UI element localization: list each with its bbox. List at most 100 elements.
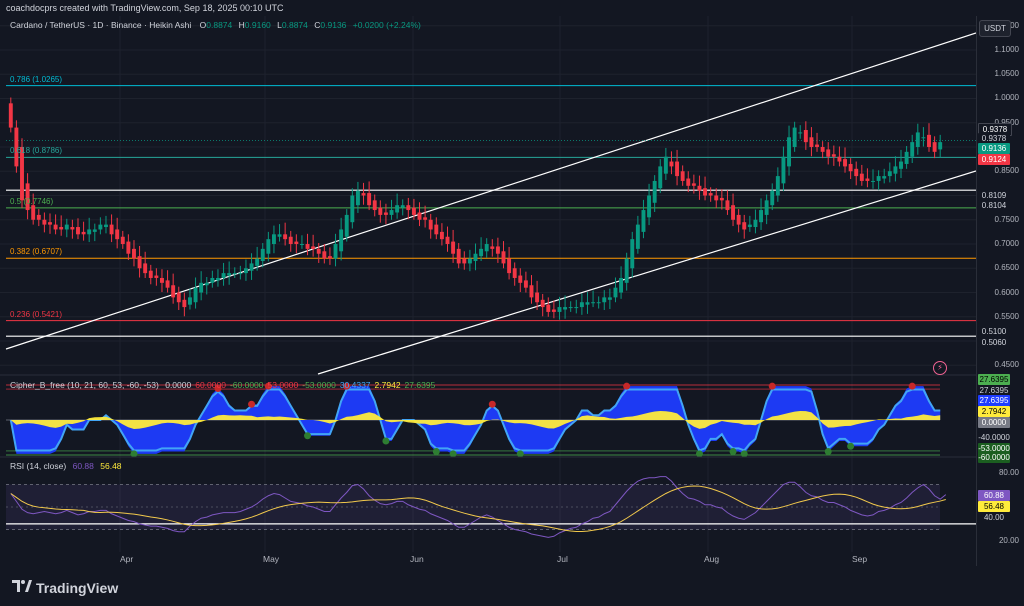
candle-body — [59, 227, 64, 230]
time-label: Sep — [852, 554, 868, 564]
symbol-legend[interactable]: Cardano / TetherUS · 1D · Binance · Heik… — [10, 19, 421, 31]
candle-body — [831, 154, 836, 157]
candle-body — [820, 146, 825, 152]
candle-body — [635, 224, 640, 249]
candle-body — [31, 205, 36, 220]
candle-body — [781, 156, 786, 184]
candle-body — [462, 258, 467, 264]
candle-body — [680, 171, 685, 181]
candle-body — [48, 222, 52, 225]
cipher-sell-dot — [488, 400, 496, 408]
candle-body — [355, 190, 360, 206]
candle-body — [775, 176, 780, 196]
price-tick: 0.6500 — [994, 263, 1019, 273]
candle-body — [120, 236, 125, 245]
chart-canvas[interactable] — [0, 16, 976, 568]
candle-body — [798, 132, 803, 134]
candle-body — [484, 244, 489, 252]
candle-body — [182, 299, 187, 308]
time-axis[interactable]: Apr May Jun Jul Aug Sep — [0, 552, 976, 566]
candle-body — [20, 146, 24, 201]
candle-body — [305, 244, 310, 249]
rsi-pane — [6, 476, 976, 538]
cipher-tag: -60.0000 — [978, 452, 1010, 463]
cipher-buy-dot — [449, 450, 457, 458]
candle-body — [479, 248, 484, 257]
price-pane — [0, 16, 976, 552]
cipher-value: 27.6395 — [404, 380, 436, 390]
candle-body — [887, 171, 892, 177]
cipher-sell-dot — [343, 382, 351, 390]
candle-body — [160, 277, 164, 283]
rsi-tag: 56.48 — [978, 501, 1010, 512]
cipher-value: 60.0000 — [195, 380, 226, 390]
candle-body — [518, 275, 523, 283]
candle-body — [602, 297, 607, 303]
candle-body — [439, 231, 444, 240]
cipher-buy-dot — [729, 448, 737, 455]
candle-body — [333, 244, 338, 259]
candle-body — [495, 246, 500, 254]
currency-button[interactable]: USDT — [979, 20, 1011, 37]
cipher-legend[interactable]: Cipher_B_free (10, 21, 60, 53, -60, -53)… — [10, 379, 439, 391]
candle-body — [294, 241, 299, 245]
rsi-ma-value: 56.48 — [100, 461, 122, 471]
candle-body — [899, 161, 903, 169]
rsi-value: 60.88 — [72, 461, 94, 471]
cipher-value: 30.4337 — [339, 380, 371, 390]
candle-body — [143, 263, 148, 274]
candle-body — [490, 246, 495, 249]
cipher-buy-dot — [695, 450, 703, 458]
candle-body — [70, 227, 75, 230]
cipher-sell-dot — [248, 400, 256, 408]
cipher-wave-line — [9, 388, 941, 452]
candle-body — [691, 183, 696, 186]
candle-body — [395, 205, 400, 213]
candle-body — [467, 258, 472, 264]
rsi-tick: 20.00 — [998, 535, 1019, 545]
cipher-value: 0.0000 — [165, 380, 192, 390]
candle-body — [227, 273, 232, 276]
candle-body — [76, 227, 80, 235]
candle-body — [641, 210, 646, 232]
price-tick: 0.4500 — [994, 360, 1019, 370]
candle-body — [148, 270, 153, 278]
cipher-buy-dot — [740, 450, 748, 458]
price-axis[interactable]: 1.15001.10001.05001.00000.95000.85000.75… — [976, 16, 1024, 566]
cipher-value: -60.0000 — [229, 380, 264, 390]
candle-body — [260, 248, 265, 261]
price-tag: 0.9378 — [978, 133, 1010, 144]
candle-body — [316, 248, 321, 254]
cipher-value: 2.7942 — [374, 380, 401, 390]
candle-body — [848, 163, 853, 172]
candle-body — [663, 156, 668, 174]
candle-body — [98, 224, 103, 230]
candle-body — [350, 195, 355, 223]
candle-body — [283, 234, 288, 240]
candle-body — [473, 253, 478, 261]
cipher-buy-dot — [304, 432, 312, 440]
candle-body — [815, 144, 819, 147]
candle-body — [854, 168, 859, 177]
ohlc-high-label: H — [238, 20, 245, 30]
candle-body — [540, 299, 545, 308]
candle-body — [865, 178, 870, 181]
candle-body — [238, 273, 243, 275]
candle-body — [607, 297, 612, 300]
candle-body — [809, 137, 814, 147]
candle-body — [311, 246, 316, 249]
candle-body — [927, 134, 931, 147]
candle-body — [277, 234, 282, 237]
candle-body — [417, 212, 422, 220]
candle-body — [563, 307, 568, 310]
rsi-line — [10, 476, 947, 538]
candle-body — [383, 212, 388, 215]
candle-body — [411, 207, 416, 215]
price-tick: 0.7500 — [994, 214, 1019, 224]
candle-body — [243, 268, 248, 274]
alert-icon[interactable]: ⚡ — [933, 361, 947, 375]
price-tick: 0.7000 — [994, 239, 1019, 248]
candle-body — [613, 287, 618, 298]
candle-body — [249, 263, 254, 271]
rsi-legend[interactable]: RSI (14, close) 60.88 56.48 — [10, 460, 122, 472]
